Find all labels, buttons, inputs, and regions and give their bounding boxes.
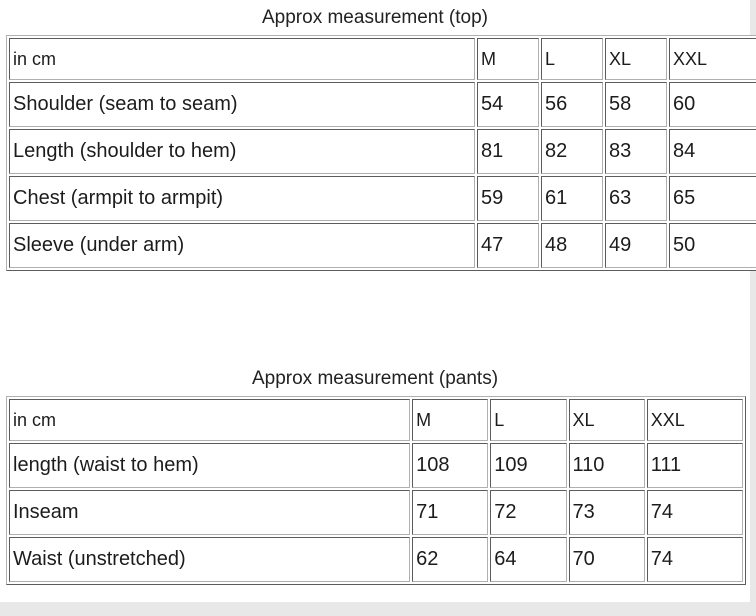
cell-m: 54 xyxy=(477,82,539,127)
column-header-l: L xyxy=(490,399,567,441)
table-header-row: in cm M L XL XXL xyxy=(9,38,756,80)
table-header-row: in cm M L XL XXL xyxy=(9,399,743,441)
cell-m: 108 xyxy=(412,443,489,488)
cell-xl: 58 xyxy=(605,82,667,127)
cell-l: 48 xyxy=(541,223,603,268)
column-header-xl: XL xyxy=(568,399,645,441)
pants-measurement-block: Approx measurement (pants) in cm M L XL … xyxy=(0,363,750,585)
row-label: Length (shoulder to hem) xyxy=(9,129,475,174)
size-chart-page: Approx measurement (top) in cm M L XL XX… xyxy=(0,0,756,602)
cell-l: 72 xyxy=(490,490,567,535)
table-row: Chest (armpit to armpit) 59 61 63 65 xyxy=(9,176,756,221)
pants-measurement-table: in cm M L XL XXL length (waist to hem) 1… xyxy=(6,396,746,585)
cell-m: 71 xyxy=(412,490,489,535)
column-header-xxl: XXL xyxy=(646,399,743,441)
cell-xxl: 50 xyxy=(669,223,756,268)
section-spacer xyxy=(0,271,750,363)
table-row: Shoulder (seam to seam) 54 56 58 60 xyxy=(9,82,756,127)
cell-xl: 70 xyxy=(568,537,645,582)
cell-xl: 73 xyxy=(568,490,645,535)
table-row: Waist (unstretched) 62 64 70 74 xyxy=(9,537,743,582)
cell-xl: 63 xyxy=(605,176,667,221)
table-row: Inseam 71 72 73 74 xyxy=(9,490,743,535)
row-label: Inseam xyxy=(9,490,411,535)
cell-xxl: 84 xyxy=(669,129,756,174)
column-header-xl: XL xyxy=(605,38,667,80)
cell-m: 59 xyxy=(477,176,539,221)
cell-xl: 83 xyxy=(605,129,667,174)
cell-m: 62 xyxy=(412,537,489,582)
cell-l: 61 xyxy=(541,176,603,221)
cell-l: 64 xyxy=(490,537,567,582)
cell-xl: 110 xyxy=(568,443,645,488)
row-label: Shoulder (seam to seam) xyxy=(9,82,475,127)
row-label: Waist (unstretched) xyxy=(9,537,411,582)
row-label: length (waist to hem) xyxy=(9,443,411,488)
cell-xxl: 65 xyxy=(669,176,756,221)
cell-l: 109 xyxy=(490,443,567,488)
cell-xxl: 60 xyxy=(669,82,756,127)
cell-xxl: 111 xyxy=(646,443,743,488)
table-row: Sleeve (under arm) 47 48 49 50 xyxy=(9,223,756,268)
cell-xl: 49 xyxy=(605,223,667,268)
column-header-m: M xyxy=(412,399,489,441)
column-header-m: M xyxy=(477,38,539,80)
top-measurement-block: Approx measurement (top) in cm M L XL XX… xyxy=(0,2,756,271)
row-label: Sleeve (under arm) xyxy=(9,223,475,268)
column-header-xxl: XXL xyxy=(669,38,756,80)
table-row: Length (shoulder to hem) 81 82 83 84 xyxy=(9,129,756,174)
row-label: Chest (armpit to armpit) xyxy=(9,176,475,221)
cell-xxl: 74 xyxy=(646,537,743,582)
cell-m: 47 xyxy=(477,223,539,268)
cell-m: 81 xyxy=(477,129,539,174)
column-header-l: L xyxy=(541,38,603,80)
cell-l: 56 xyxy=(541,82,603,127)
pants-table-caption: Approx measurement (pants) xyxy=(251,368,499,389)
top-measurement-table: in cm M L XL XXL Shoulder (seam to seam)… xyxy=(6,35,756,271)
column-header-unit: in cm xyxy=(9,399,411,441)
table-row: length (waist to hem) 108 109 110 111 xyxy=(9,443,743,488)
column-header-unit: in cm xyxy=(9,38,475,80)
cell-xxl: 74 xyxy=(646,490,743,535)
cell-l: 82 xyxy=(541,129,603,174)
top-table-caption: Approx measurement (top) xyxy=(262,7,488,28)
